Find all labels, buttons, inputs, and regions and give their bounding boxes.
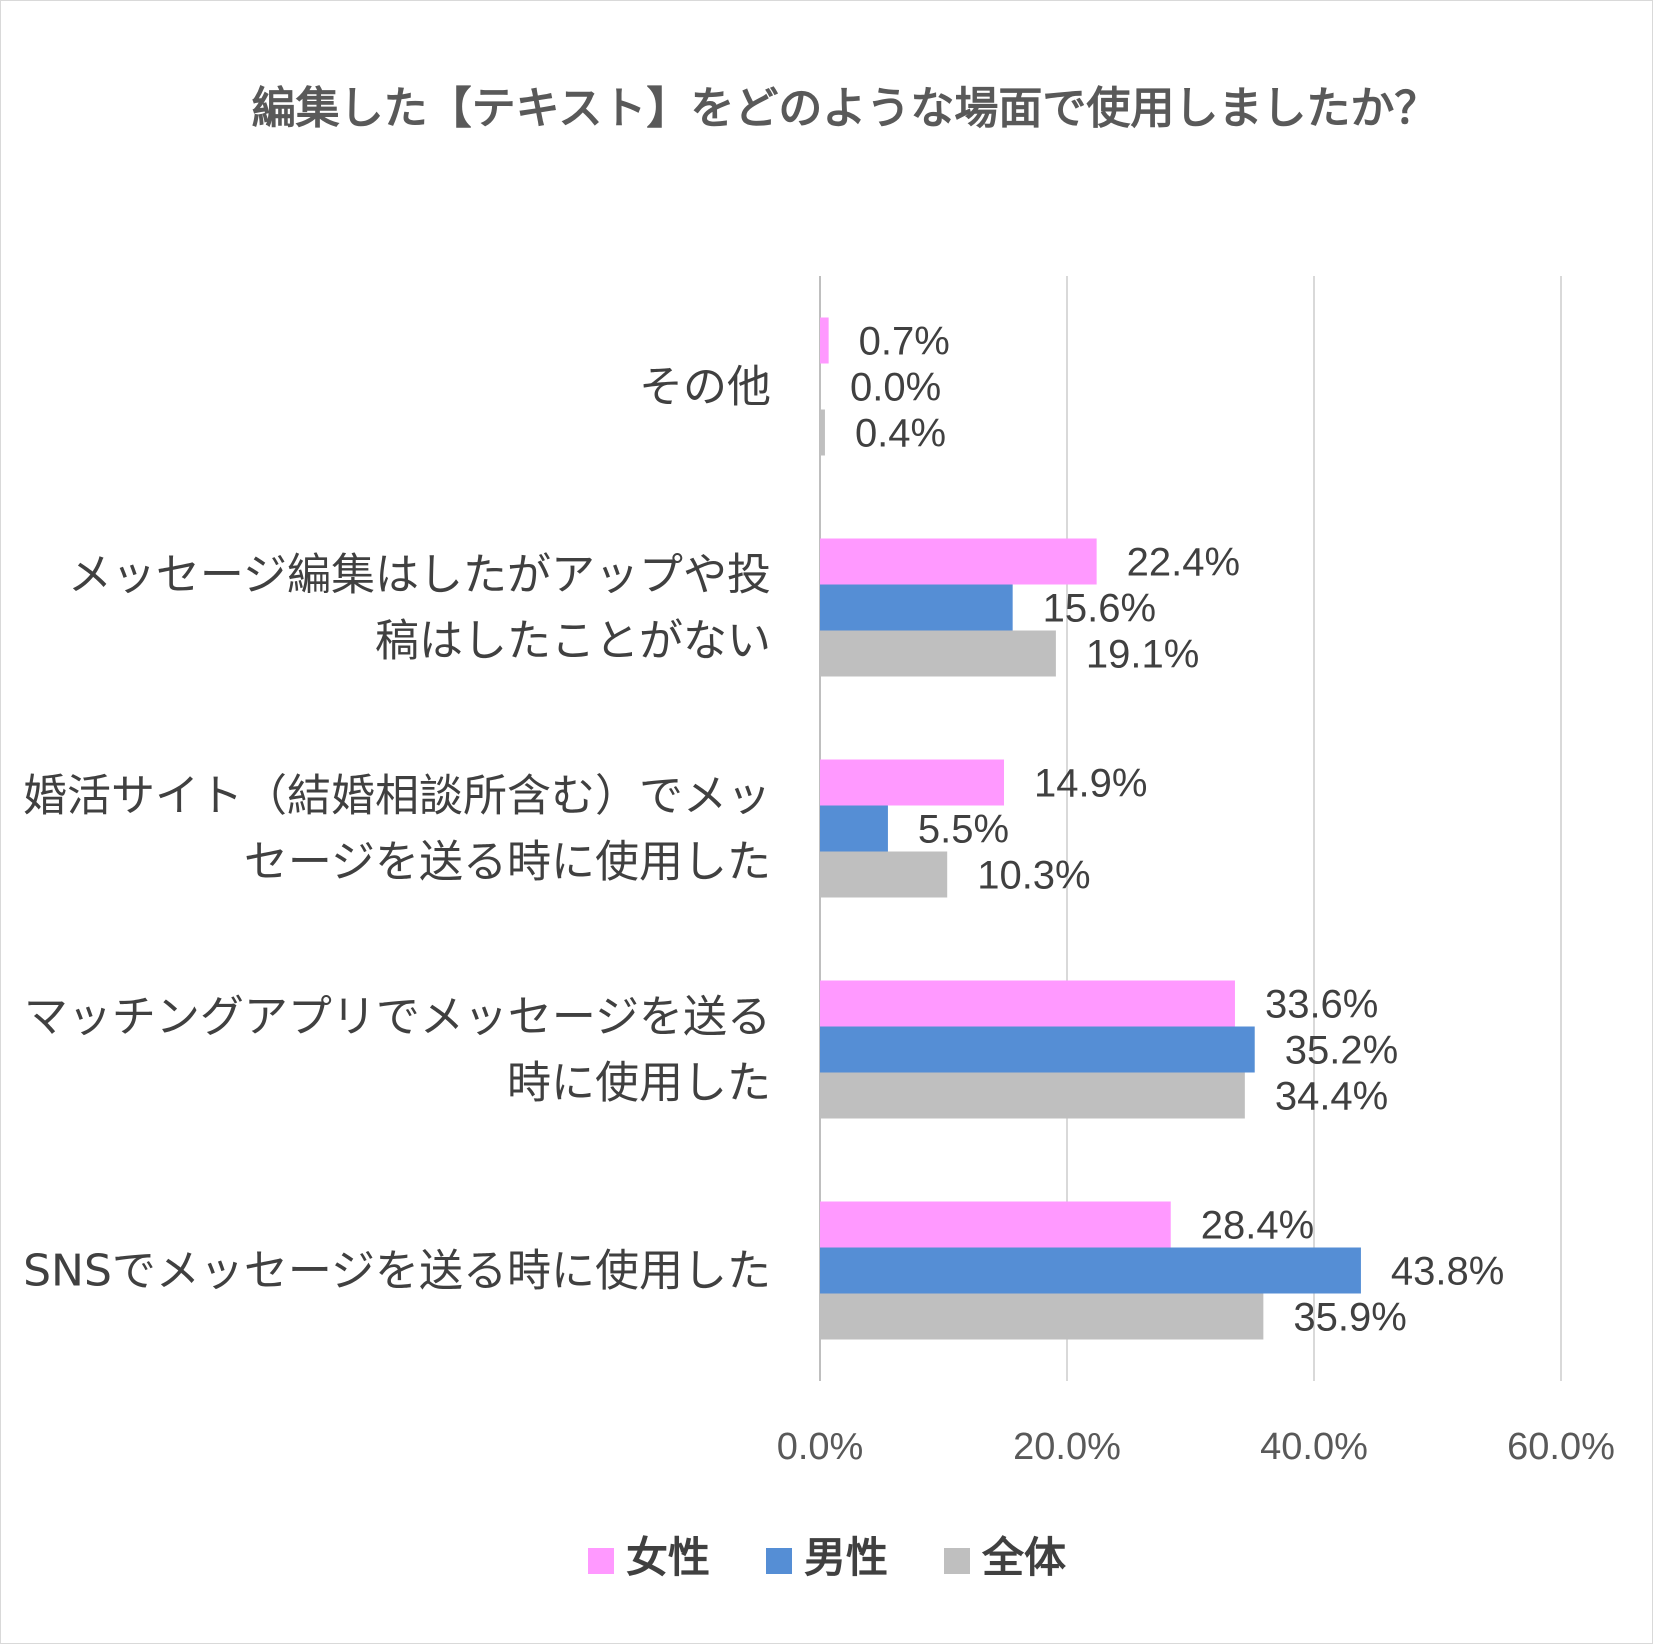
bars xyxy=(820,317,1361,1340)
bar xyxy=(820,805,888,852)
data-label: 35.9% xyxy=(1293,1296,1406,1340)
legend-label: 女性 xyxy=(626,1533,710,1582)
bar xyxy=(820,851,948,898)
data-label: 10.3% xyxy=(977,854,1090,898)
bar xyxy=(820,584,1013,631)
data-label: 19.1% xyxy=(1086,633,1199,677)
category-label: その他 xyxy=(639,362,771,413)
bar xyxy=(820,759,1005,806)
bar xyxy=(820,409,825,456)
data-label: 0.4% xyxy=(855,412,946,456)
x-tick-label: 40.0% xyxy=(1260,1426,1368,1468)
data-label: 14.9% xyxy=(1034,762,1147,806)
data-label: 22.4% xyxy=(1127,541,1240,585)
category-label: SNSでメッセージを送る時に使用した xyxy=(23,1246,771,1297)
category-label: 婚活サイト（結婚相談所含む）でメッ xyxy=(23,771,771,822)
category-label: 稿はしたことがない xyxy=(375,616,771,667)
bar xyxy=(820,1293,1264,1340)
category-label: 時に使用した xyxy=(507,1058,771,1109)
bar xyxy=(820,980,1235,1027)
bar xyxy=(820,630,1056,677)
data-label: 0.0% xyxy=(850,366,941,410)
bar xyxy=(820,1026,1255,1073)
x-tick-label: 60.0% xyxy=(1507,1426,1615,1468)
bar xyxy=(820,317,829,364)
category-label: マッチングアプリでメッセージを送る xyxy=(24,992,771,1043)
category-label: セージを送る時に使用した xyxy=(244,837,771,888)
bar xyxy=(820,1247,1361,1294)
bar xyxy=(820,538,1097,585)
x-axis-ticks: 0.0% 20.0% 40.0% 60.0% xyxy=(777,1426,1615,1468)
bar xyxy=(820,1201,1171,1248)
x-tick-label: 0.0% xyxy=(777,1426,864,1468)
legend-swatch xyxy=(766,1548,792,1574)
legend-label: 全体 xyxy=(981,1533,1066,1582)
legend-swatch xyxy=(944,1548,970,1574)
data-label: 35.2% xyxy=(1285,1029,1398,1073)
data-label: 0.7% xyxy=(859,320,950,364)
data-label: 28.4% xyxy=(1201,1204,1314,1248)
x-tick-label: 20.0% xyxy=(1013,1426,1121,1468)
bar xyxy=(820,1072,1245,1119)
data-label: 43.8% xyxy=(1391,1250,1504,1294)
category-labels: その他メッセージ編集はしたがアップや投稿はしたことがない婚活サイト（結婚相談所含… xyxy=(23,362,771,1297)
data-label: 5.5% xyxy=(918,808,1009,852)
chart-title: 編集した【テキスト】をどのような場面で使用しましたか？ xyxy=(252,83,1439,134)
legend-label: 男性 xyxy=(804,1533,888,1582)
data-label: 34.4% xyxy=(1275,1075,1388,1119)
legend-swatch xyxy=(588,1548,614,1574)
category-label: メッセージ編集はしたがアップや投 xyxy=(68,550,771,601)
data-label: 15.6% xyxy=(1043,587,1156,631)
data-label: 33.6% xyxy=(1265,983,1378,1027)
legend: 女性 男性 全体 xyxy=(588,1533,1066,1582)
data-labels: 0.7%0.0%0.4% 22.4%15.6%19.1% 14.9% 5.5%10.3… xyxy=(850,320,1504,1340)
